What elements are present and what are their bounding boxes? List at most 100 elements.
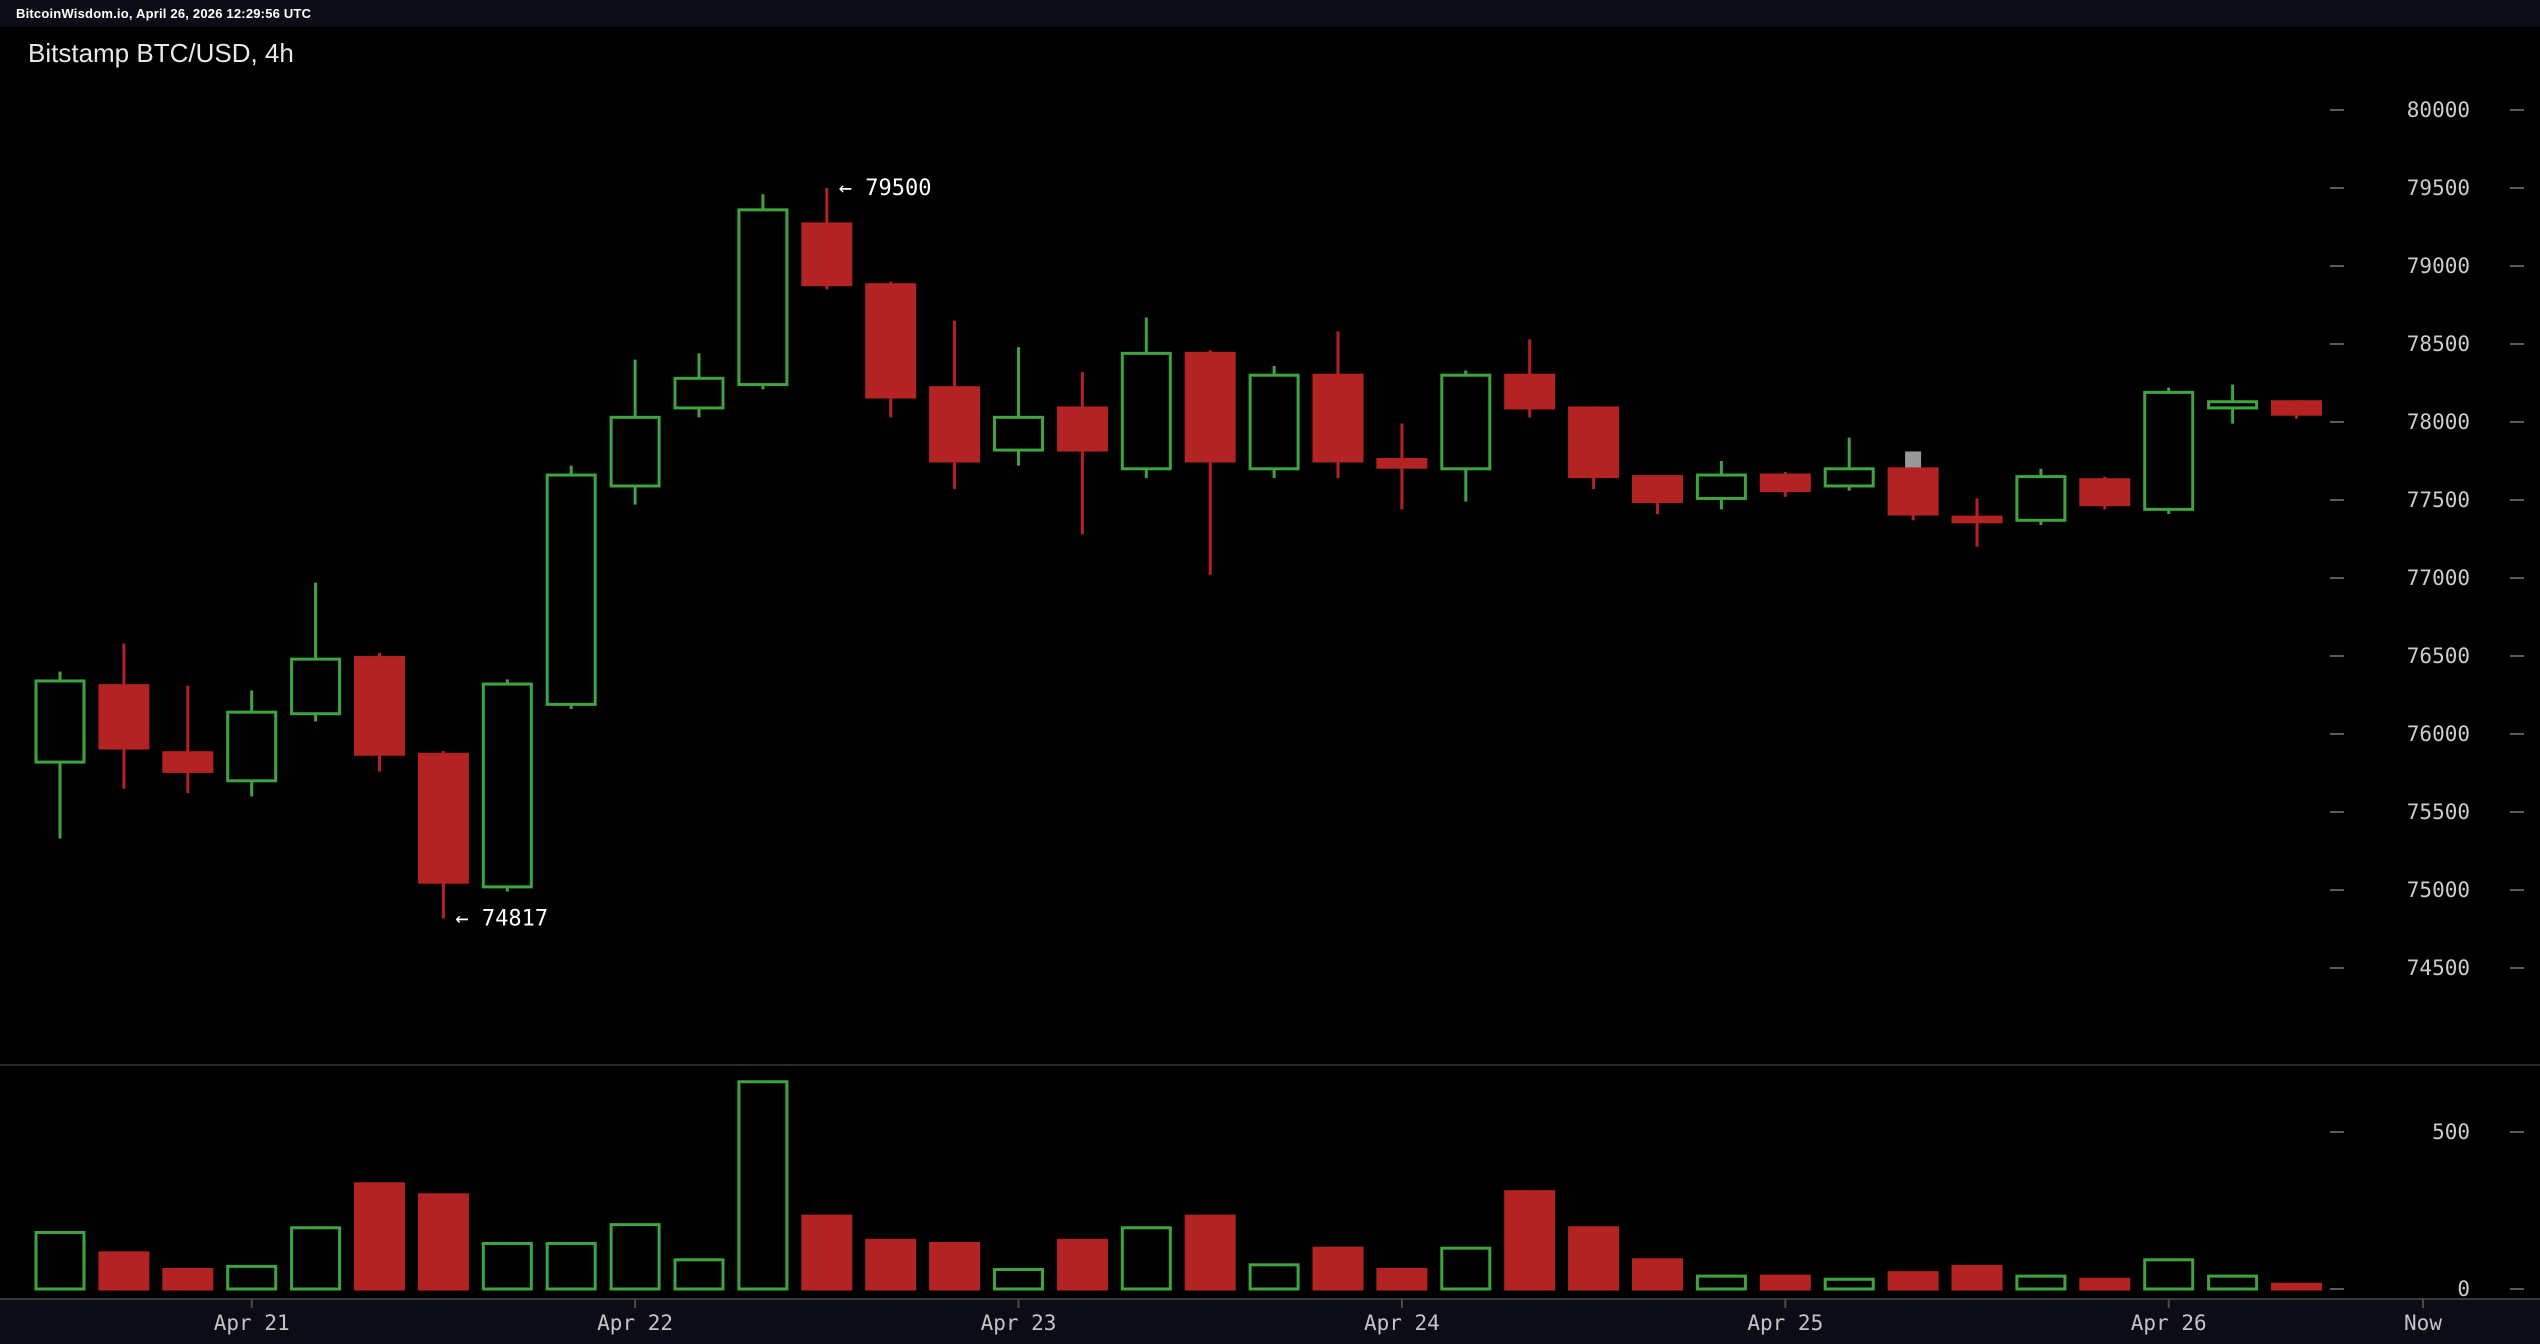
volume-bar[interactable] [1887,1271,1939,1291]
volume-bar[interactable] [1312,1246,1364,1291]
candle-body[interactable] [865,283,917,399]
candle-body[interactable] [354,656,405,756]
volume-bar[interactable] [417,1193,469,1291]
candle-body[interactable] [1632,475,1683,504]
volume-bar[interactable] [162,1268,214,1291]
candle-body[interactable] [1951,515,2003,524]
volume-bar[interactable] [2271,1282,2322,1291]
volume-bar[interactable] [1184,1214,1236,1291]
candle-body[interactable] [801,222,853,287]
volume-bar[interactable] [226,1264,278,1291]
volume-bar[interactable] [1759,1274,1811,1291]
price-annotation: ← 74817 [455,907,548,932]
volume-bar[interactable] [1056,1238,1108,1291]
candle-body[interactable] [2015,475,2067,522]
candle-body[interactable] [673,376,725,410]
volume-bar[interactable] [1120,1226,1172,1291]
price-tick-label: 77500 [2407,488,2470,512]
chart-title: Bitstamp BTC/USD, 4h [28,38,294,68]
volume-bar[interactable] [34,1230,86,1291]
volume-bar[interactable] [2207,1274,2259,1291]
candle-body[interactable] [1695,473,1747,500]
candle-body[interactable] [993,415,1044,452]
candle-body[interactable] [1056,406,1108,452]
volume-bar[interactable] [354,1182,405,1291]
candle-body[interactable] [929,386,981,463]
candle-body[interactable] [737,208,789,387]
price-tick-label: 79000 [2407,254,2470,278]
candle-body[interactable] [2143,390,2195,511]
volume-bar[interactable] [1695,1274,1747,1291]
volume-bar[interactable] [290,1226,342,1291]
volume-bar[interactable] [2143,1258,2195,1291]
date-label: Apr 26 [2131,1311,2207,1335]
candle-body[interactable] [481,682,533,889]
volume-bar[interactable] [929,1241,981,1291]
volume-bar[interactable] [609,1223,661,1291]
candle-body[interactable] [609,415,661,488]
candle-body[interactable] [1120,351,1172,471]
candle-body[interactable] [1823,467,1875,488]
volume-bar[interactable] [801,1214,853,1291]
candle-body[interactable] [34,679,86,764]
candle-body[interactable] [2207,400,2259,410]
price-tick-label: 77000 [2407,566,2470,590]
volume-bar[interactable] [737,1080,789,1291]
candle-body[interactable] [1376,457,1428,469]
candle-body[interactable] [1504,373,1556,410]
price-tick-label: 80000 [2407,98,2470,122]
candle-body[interactable] [290,657,342,716]
volume-bar[interactable] [1376,1268,1428,1291]
volume-bar[interactable] [545,1241,597,1291]
candle-body[interactable] [1248,373,1300,471]
candle-body[interactable] [1568,406,1620,479]
status-bar: BitcoinWisdom.io, April 26, 2026 12:29:5… [0,0,2540,27]
volume-tick-label: 500 [2432,1120,2470,1144]
time-axis-strip [0,1299,2540,1344]
date-label: Apr 24 [1364,1311,1440,1335]
candle-body[interactable] [226,710,278,783]
candle-body[interactable] [1887,467,1939,516]
crosshair-marker[interactable] [1905,451,1922,468]
candle-body[interactable] [417,752,469,884]
price-tick-label: 75000 [2407,878,2470,902]
volume-bar[interactable] [1823,1277,1875,1291]
volume-bar[interactable] [673,1258,725,1291]
price-annotation: ← 79500 [839,176,932,201]
volume-bar[interactable] [1568,1226,1620,1291]
price-tick-label: 78000 [2407,410,2470,434]
candle-body[interactable] [1312,373,1364,463]
date-label: Apr 21 [214,1311,290,1335]
volume-bar[interactable] [1248,1263,1300,1291]
candle-body[interactable] [1759,473,1811,493]
volume-bar[interactable] [1951,1264,2003,1291]
volume-bar[interactable] [481,1241,533,1291]
date-label: Now [2404,1311,2442,1335]
price-tick-label: 79500 [2407,176,2470,200]
price-tick-label: 74500 [2407,956,2470,980]
candle-body[interactable] [545,473,597,706]
volume-bar[interactable] [2015,1274,2067,1291]
candle-body[interactable] [162,751,214,773]
candle-body[interactable] [2079,478,2131,507]
candle-body[interactable] [1440,373,1492,471]
price-tick-label: 76500 [2407,644,2470,668]
volume-bar[interactable] [865,1238,917,1291]
candle-body[interactable] [1184,351,1236,463]
price-tick-label: 75500 [2407,800,2470,824]
volume-bar[interactable] [1440,1246,1492,1291]
price-tick-label: 76000 [2407,722,2470,746]
date-label: Apr 23 [981,1311,1057,1335]
volume-bar[interactable] [993,1268,1044,1291]
date-label: Apr 22 [597,1311,673,1335]
candle-body[interactable] [2271,400,2322,416]
volume-bar[interactable] [1632,1258,1683,1291]
volume-bar[interactable] [98,1251,150,1291]
volume-bar[interactable] [1504,1190,1556,1291]
price-tick-label: 78500 [2407,332,2470,356]
volume-tick-label: 0 [2457,1277,2470,1301]
candle-body[interactable] [98,684,150,750]
volume-bar[interactable] [2079,1277,2131,1291]
